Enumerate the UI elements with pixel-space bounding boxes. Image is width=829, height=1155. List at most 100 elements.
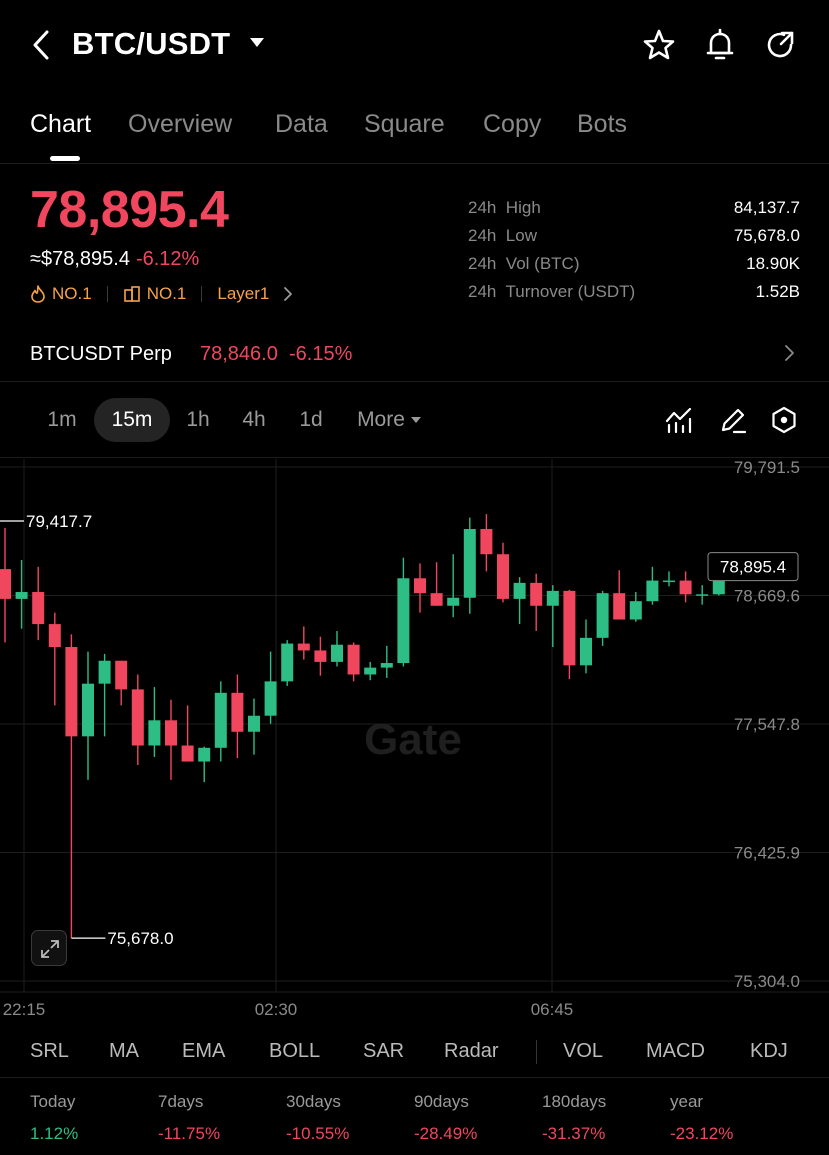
- perf-value: -31.37%: [542, 1124, 606, 1143]
- perf-90days: 90days -28.49%: [414, 1092, 477, 1144]
- price-chart[interactable]: Gate 79,791.5 78,669.6 77,547.8 76,425.9 75,…: [0, 458, 829, 1029]
- indicator-macd[interactable]: MACD: [646, 1040, 705, 1062]
- perf-7days: 7days -11.75%: [158, 1092, 220, 1144]
- interval-more[interactable]: More: [346, 398, 432, 442]
- interval-4h[interactable]: 4h: [242, 408, 266, 431]
- perf-label: 180days: [542, 1092, 607, 1111]
- candle-body: [414, 578, 426, 594]
- badge-category[interactable]: Layer1: [217, 284, 269, 304]
- candle-body: [231, 692, 244, 732]
- y-axis-label: 76,425.9: [734, 844, 800, 863]
- stat-volume: 24h Vol (BTC) 18.90K: [468, 250, 800, 278]
- candle-body: [65, 647, 78, 737]
- tab-data[interactable]: Data: [275, 110, 328, 138]
- x-axis-label: 22:15: [3, 1000, 46, 1019]
- building-icon: [123, 286, 140, 302]
- stat-label: 24h Low: [468, 226, 537, 245]
- candle-body: [0, 569, 11, 599]
- candle: [430, 562, 443, 606]
- star-icon[interactable]: [642, 28, 676, 62]
- chevron-right-icon[interactable]: [782, 344, 796, 362]
- chevron-right-icon[interactable]: [281, 287, 295, 301]
- candle-body: [48, 624, 61, 648]
- indicator-vol[interactable]: VOL: [563, 1040, 604, 1062]
- badge-market-label: NO.1: [146, 284, 187, 303]
- perp-price: 78,846.0: [200, 343, 278, 365]
- perp-change: -6.15%: [288, 343, 353, 365]
- perf-value: -10.55%: [286, 1124, 350, 1143]
- candle-body: [148, 720, 161, 746]
- perf-value: -28.49%: [414, 1124, 478, 1143]
- candle-body: [181, 745, 194, 762]
- interval-1h[interactable]: 1h: [186, 408, 210, 431]
- perp-link-row[interactable]: BTCUSDT Perp 78,846.0 -6.15%: [0, 326, 829, 382]
- candle-body: [646, 580, 659, 602]
- candle-body: [297, 643, 310, 651]
- tab-overview[interactable]: Overview: [128, 110, 233, 138]
- stat-low: 24h Low 75,678.0: [468, 222, 800, 250]
- tab-square[interactable]: Square: [364, 110, 445, 138]
- stat-value: 84,137.7: [733, 198, 800, 217]
- tab-copy[interactable]: Copy: [483, 110, 542, 138]
- candle-body: [15, 592, 28, 599]
- badge-category-label: Layer1: [217, 284, 270, 303]
- fullscreen-button[interactable]: [31, 930, 67, 966]
- badge-market-rank[interactable]: NO.1: [123, 284, 187, 304]
- indicator-sar[interactable]: SAR: [363, 1040, 405, 1062]
- last-price: 78,895.4: [30, 181, 229, 239]
- stat-turnover: 24h Turnover (USDT) 1.52B: [468, 278, 800, 306]
- candle-body: [497, 554, 509, 599]
- pair-title[interactable]: BTC/USDT: [72, 26, 231, 61]
- pencil-icon[interactable]: [718, 405, 748, 435]
- candle: [264, 651, 277, 724]
- perf-30days: 30days -10.55%: [286, 1092, 349, 1144]
- badge-divider: [201, 286, 203, 302]
- candle: [613, 570, 626, 620]
- badge-hot-rank[interactable]: NO.1: [30, 284, 92, 304]
- tab-chart[interactable]: Chart: [30, 110, 92, 138]
- candle-body: [264, 681, 277, 716]
- settings-hexagon-icon[interactable]: [769, 405, 799, 435]
- low-marker-label: 75,678.0: [107, 929, 173, 948]
- current-price-label: 78,895.4: [720, 558, 786, 577]
- candle-body: [397, 578, 410, 664]
- 24h-stats: 24h High 84,137.7 24h Low 75,678.0 24h V…: [468, 194, 800, 306]
- candle-body: [696, 594, 709, 596]
- indicator-chart-icon[interactable]: [664, 405, 694, 435]
- candlestick-chart[interactable]: Gate 79,791.5 78,669.6 77,547.8 76,425.9 75,…: [0, 458, 829, 1029]
- candle: [48, 612, 61, 706]
- rank-badges[interactable]: NO.1 NO.1 Layer1: [30, 282, 295, 306]
- y-axis-label: 75,304.0: [734, 972, 800, 991]
- indicator-boll[interactable]: BOLL: [269, 1040, 321, 1062]
- interval-bar: 1m 15m 1h 4h 1d More: [0, 384, 829, 458]
- indicator-ema[interactable]: EMA: [182, 1040, 226, 1062]
- indicator-srl[interactable]: SRL: [30, 1040, 69, 1062]
- candle-body: [380, 663, 393, 668]
- indicator-kdj[interactable]: KDJ: [750, 1040, 788, 1062]
- interval-15m[interactable]: 15m: [94, 398, 170, 442]
- candle-body: [580, 637, 592, 666]
- candle-body: [214, 692, 227, 748]
- candle-body: [480, 529, 493, 555]
- candle: [463, 517, 476, 614]
- bell-icon[interactable]: [703, 28, 737, 62]
- pair-dropdown-icon[interactable]: [250, 38, 264, 47]
- main-tabs: Chart Overview Data Square Copy Bots: [0, 100, 829, 164]
- perf-value: -11.75%: [158, 1124, 221, 1143]
- candle-body: [663, 580, 675, 583]
- candle: [181, 705, 194, 762]
- candle-body: [198, 747, 211, 762]
- indicator-radar[interactable]: Radar: [444, 1040, 499, 1062]
- candle: [530, 573, 543, 631]
- interval-1m[interactable]: 1m: [47, 408, 77, 431]
- stat-value: 75,678.0: [733, 226, 800, 245]
- tab-bots[interactable]: Bots: [577, 110, 628, 138]
- share-icon[interactable]: [763, 28, 797, 62]
- indicator-ma[interactable]: MA: [109, 1040, 139, 1062]
- perf-label: Today: [30, 1092, 76, 1111]
- interval-1d[interactable]: 1d: [299, 408, 323, 431]
- candle: [331, 630, 343, 667]
- current-price-box: [707, 552, 799, 582]
- perf-label: 90days: [414, 1092, 469, 1111]
- back-icon[interactable]: [28, 28, 56, 62]
